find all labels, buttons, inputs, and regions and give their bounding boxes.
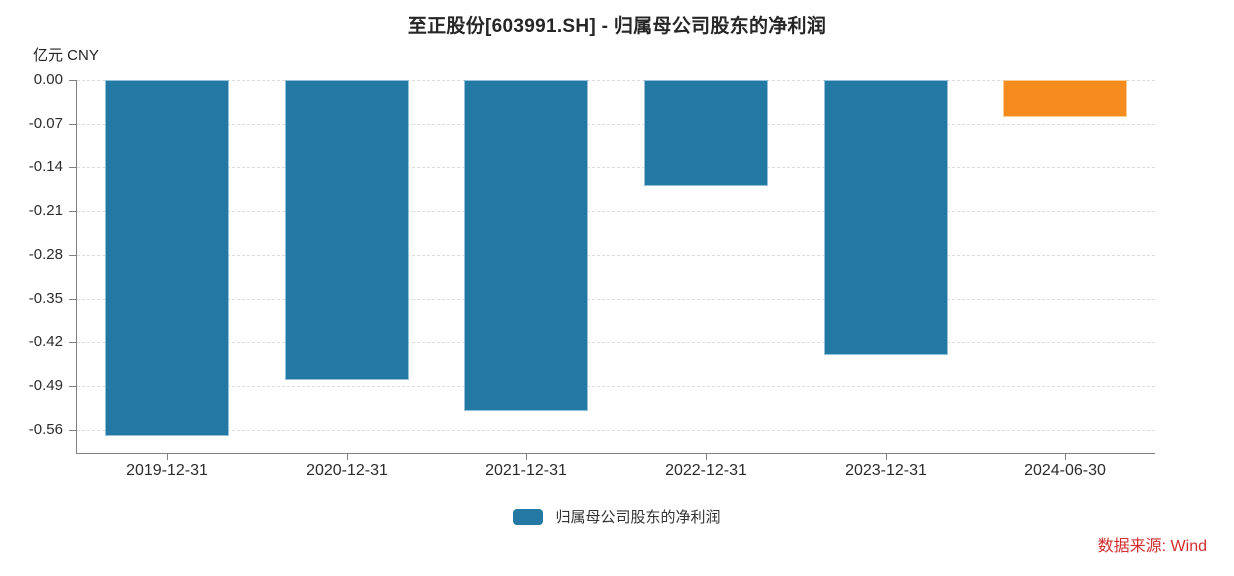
y-axis-tick bbox=[69, 80, 76, 81]
x-axis-label: 2019-12-31 bbox=[126, 462, 208, 479]
x-axis-label: 2021-12-31 bbox=[485, 462, 567, 479]
y-axis-label: 0.00 bbox=[33, 71, 63, 88]
y-axis-label: -0.28 bbox=[28, 246, 63, 263]
y-axis-tick bbox=[69, 386, 76, 387]
y-axis-tick bbox=[69, 342, 76, 343]
y-axis-tick bbox=[69, 255, 76, 256]
bar-2024-06-30 bbox=[1003, 80, 1127, 117]
x-axis-tick bbox=[1065, 453, 1066, 460]
y-axis-tick bbox=[69, 211, 76, 212]
x-axis-tick bbox=[347, 453, 348, 460]
x-axis-label: 2023-12-31 bbox=[845, 462, 927, 479]
gridline bbox=[77, 80, 1155, 81]
gridline bbox=[77, 299, 1155, 300]
x-axis-tick bbox=[526, 453, 527, 460]
data-source-note: 数据来源: Wind bbox=[1097, 538, 1207, 555]
gridline bbox=[77, 430, 1155, 431]
y-axis-tick bbox=[69, 124, 76, 125]
gridline bbox=[77, 386, 1155, 387]
bar-2023-12-31 bbox=[824, 80, 948, 355]
plot-area: 0.00 -0.07 -0.14 -0.21 -0.28 -0.35 -0.42 -0.49 -… bbox=[29, 71, 1155, 479]
y-axis-label: -0.21 bbox=[28, 202, 63, 219]
y-axis-label: -0.14 bbox=[28, 158, 63, 175]
y-axis-label: -0.56 bbox=[28, 421, 63, 438]
bar-2021-12-31 bbox=[464, 80, 588, 411]
x-axis-tick bbox=[886, 453, 887, 460]
gridline bbox=[77, 342, 1155, 343]
y-axis-unit-label: 亿元 CNY bbox=[33, 47, 99, 64]
legend-swatch-icon bbox=[513, 508, 544, 525]
x-axis-label: 2024-06-30 bbox=[1024, 462, 1106, 479]
y-axis-tick bbox=[69, 430, 76, 431]
y-axis-tick bbox=[69, 299, 76, 300]
bar-2022-12-31 bbox=[644, 80, 768, 186]
gridline bbox=[77, 124, 1155, 125]
y-axis-label: -0.42 bbox=[28, 333, 63, 350]
y-axis-label: -0.07 bbox=[28, 115, 63, 132]
x-axis-tick bbox=[167, 453, 168, 460]
x-axis-tick bbox=[706, 453, 707, 460]
gridline bbox=[77, 255, 1155, 256]
gridline bbox=[77, 211, 1155, 212]
y-axis-label: -0.35 bbox=[28, 290, 63, 307]
bar-2019-12-31 bbox=[105, 80, 229, 436]
bar-2020-12-31 bbox=[285, 80, 409, 380]
gridline bbox=[77, 167, 1155, 168]
x-axis-label: 2020-12-31 bbox=[306, 462, 388, 479]
x-axis-label: 2022-12-31 bbox=[665, 462, 747, 479]
legend: 归属母公司股东的净利润 bbox=[0, 506, 1234, 527]
y-axis-label: -0.49 bbox=[28, 377, 63, 394]
legend-label: 归属母公司股东的净利润 bbox=[555, 509, 721, 526]
y-axis-tick bbox=[69, 167, 76, 168]
chart-title: 至正股份[603991.SH] - 归属母公司股东的净利润 bbox=[407, 16, 827, 37]
